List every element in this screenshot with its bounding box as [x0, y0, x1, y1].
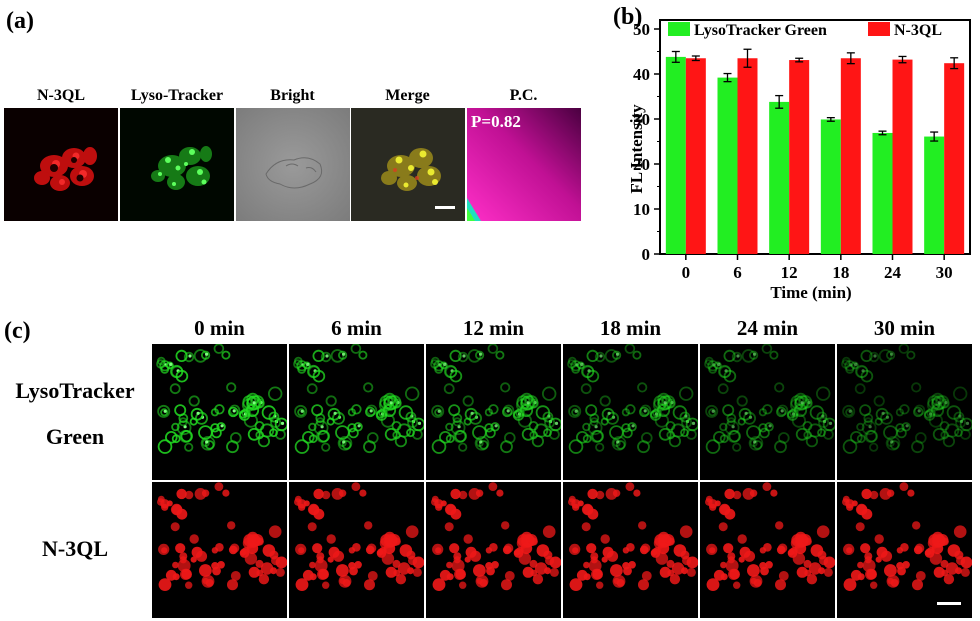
bar-0-1	[717, 77, 738, 254]
panel-c-cells-svg-n3ql-1	[294, 482, 424, 591]
panel-a-header-merge: Merge	[385, 87, 430, 104]
x-tick-label-4: 24	[884, 263, 902, 282]
panel-c-image-lysotracker-green-0	[152, 344, 287, 480]
bar-1-0	[685, 58, 706, 254]
bar-0-3	[820, 119, 841, 254]
panel-c-time-3: 18 min	[599, 316, 662, 340]
y-tick-label-5: 50	[633, 20, 650, 39]
panel-c-image-n3ql-0	[152, 482, 287, 618]
pc-scatter-svg	[467, 108, 581, 221]
panel-b-chart: 0 10 20 30 40 50 FL Intensity Time (min) 0 6 12 18 2…	[627, 19, 971, 302]
panel-c-image-n3ql-2	[426, 482, 561, 618]
bar-0-2	[769, 101, 790, 255]
panel-a-header-lysotracker: Lyso-Tracker	[130, 87, 224, 104]
panel-a-n3ql-image	[4, 108, 118, 221]
y-axis-label: FL Intensity	[627, 104, 646, 194]
panel-c-cells-svg-lysotracker-green-2	[430, 344, 561, 454]
panel-c-cells-svg-n3ql-0	[157, 482, 287, 591]
panel-c-image-lysotracker-green-5	[837, 344, 972, 480]
panel-c-image-lysotracker-green-2	[426, 344, 561, 480]
panel-b-label: (b)	[613, 4, 643, 30]
y-tick-label-4: 40	[633, 65, 650, 84]
panel-c-image-n3ql-4	[700, 482, 835, 618]
legend-label-1: N-3QL	[894, 22, 942, 39]
panel-c-label: (c)	[4, 318, 31, 344]
bar-1-4	[892, 59, 913, 254]
panel-c-image-n3ql-5	[837, 482, 972, 618]
panel-a-header-bright: Bright	[270, 87, 315, 104]
x-tick-label-3: 18	[832, 263, 849, 282]
panel-c-image-lysotracker-green-1	[289, 344, 424, 480]
bar-1-1	[737, 58, 758, 254]
panel-c-image-lysotracker-green-3	[563, 344, 698, 480]
panel-a-merge-image	[351, 108, 465, 221]
x-tick-label-5: 30	[936, 263, 953, 282]
panel-c-cells-svg-n3ql-5	[842, 482, 972, 605]
bar-0-4	[872, 132, 893, 254]
panel-c-time-4: 24 min	[736, 316, 799, 340]
panel-c-scale-bar	[937, 602, 961, 605]
panel-c-cells-svg-lysotracker-green-1	[293, 344, 424, 454]
bar-1-5	[944, 63, 965, 255]
panel-a-header-pc: P.C.	[509, 87, 538, 104]
panel-c-cells-svg-lysotracker-green-0	[156, 344, 287, 454]
x-tick-label-0: 0	[682, 263, 691, 282]
panel-c-cells-svg-lysotracker-green-5	[841, 344, 972, 454]
y-tick-label-3: 30	[633, 110, 650, 129]
panel-c-time-1: 6 min	[331, 316, 382, 340]
brightfield-svg	[236, 108, 350, 221]
lysotracker-cells-svg	[120, 108, 234, 221]
x-tick-label-2: 12	[781, 263, 798, 282]
panel-c-cells-svg-lysotracker-green-3	[567, 344, 698, 454]
panel-c-cells-svg-n3ql-4	[705, 482, 835, 591]
panel-c-time-0: 0 min	[194, 316, 245, 340]
panel-a-lysotracker-image	[120, 108, 234, 221]
panel-c-cells-svg-n3ql-2	[431, 482, 561, 591]
panel-a-label: (a)	[6, 8, 34, 34]
legend-swatch-1	[868, 22, 890, 36]
legend-label-0: LysoTracker Green	[694, 22, 827, 39]
plot-frame	[659, 19, 971, 255]
legend-swatch-0	[668, 22, 690, 36]
panel-a-header-n3ql: N-3QL	[37, 87, 85, 104]
y-tick-label-2: 20	[633, 155, 650, 174]
bar-0-0	[665, 56, 686, 255]
scale-bar	[435, 206, 455, 209]
panel-c-row-label-lyso-line2: Green	[45, 424, 105, 449]
merge-cells-svg	[351, 108, 465, 221]
panel-c-time-2: 12 min	[462, 316, 525, 340]
x-tick-label-1: 6	[733, 263, 742, 282]
x-axis-label: Time (min)	[770, 283, 851, 302]
panel-a-pc-image: P=0.82	[467, 108, 581, 221]
panel-c-image-n3ql-3	[563, 482, 698, 618]
n3ql-cells-svg	[4, 108, 118, 221]
pc-value: P=0.82	[471, 112, 521, 131]
panel-c-time-5: 30 min	[873, 316, 936, 340]
bar-1-3	[840, 58, 861, 254]
panel-c-image-n3ql-1	[289, 482, 424, 618]
y-tick-label-1: 10	[633, 200, 650, 219]
panel-c-cells-svg-lysotracker-green-4	[704, 344, 835, 454]
bar-1-2	[789, 60, 810, 254]
panel-c-image-lysotracker-green-4	[700, 344, 835, 480]
panel-c-row-label-n3ql: N-3QL	[42, 536, 108, 561]
panel-c-row-label-lyso-line1: LysoTracker	[15, 378, 135, 403]
panel-a-bright-image	[236, 108, 350, 221]
panel-c-cells-svg-n3ql-3	[568, 482, 698, 591]
bar-0-5	[924, 136, 945, 254]
y-tick-label-0: 0	[642, 245, 651, 264]
